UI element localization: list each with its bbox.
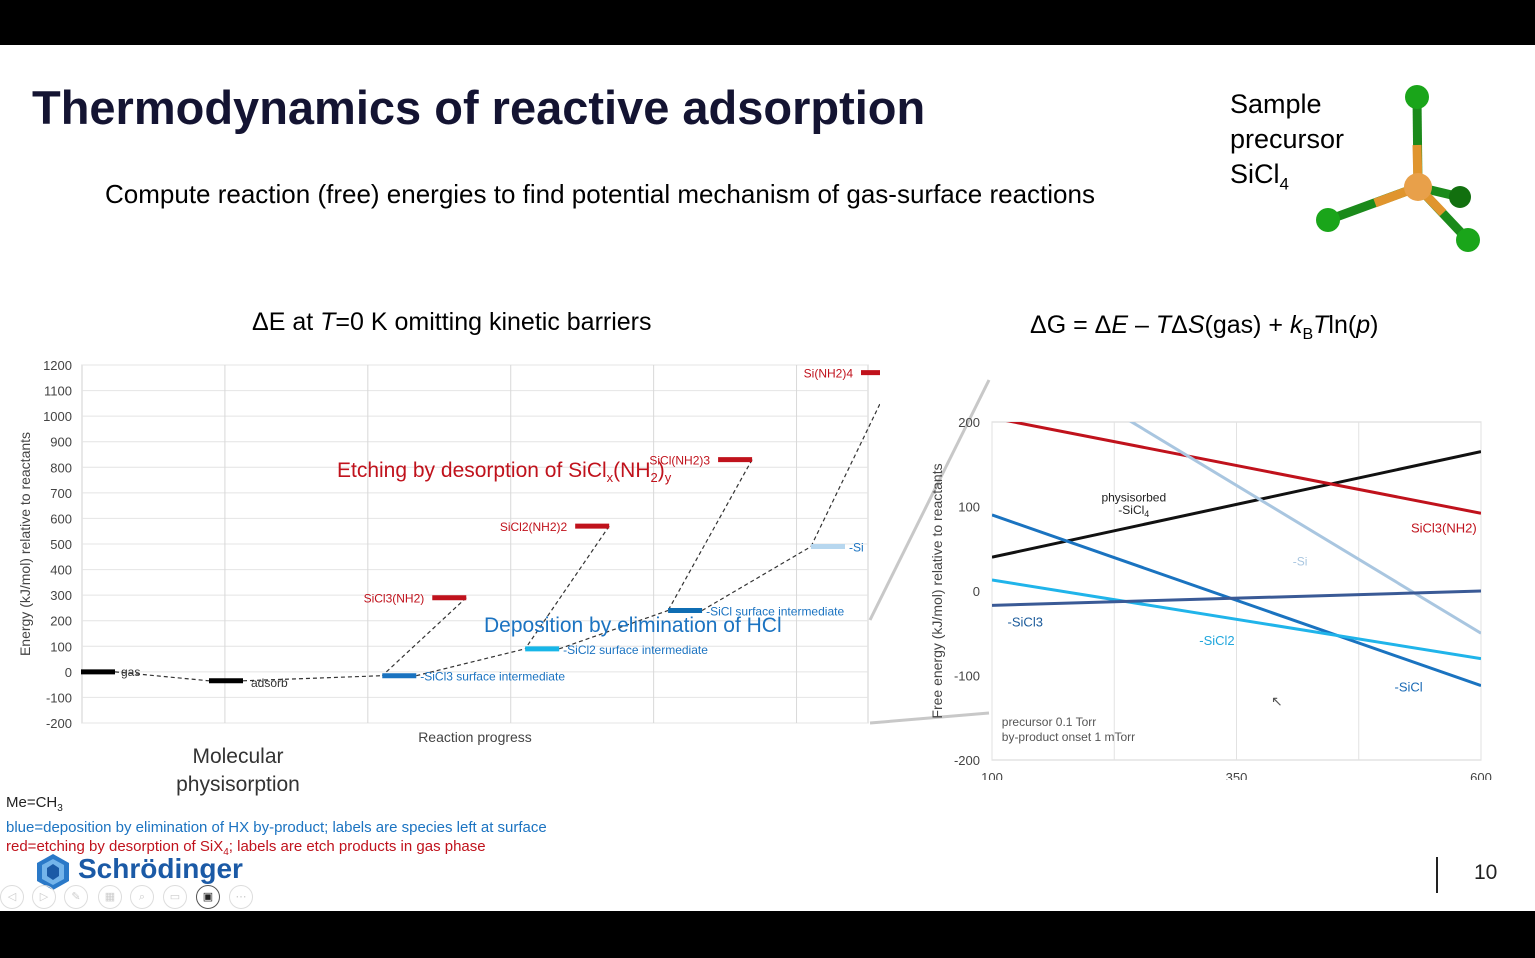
y-tick-label: -200 xyxy=(954,753,980,768)
deposition-annotation: Deposition by elimination of HCl xyxy=(484,614,782,637)
y-tick-label: 700 xyxy=(50,486,72,501)
level-label: SiCl3(NH2) xyxy=(364,592,425,606)
y-tick-label: 1100 xyxy=(44,384,72,399)
connector-line xyxy=(667,459,753,611)
sicl4-molecule-image xyxy=(1316,85,1480,252)
sample-line1: Sample xyxy=(1230,89,1322,119)
slide: Thermodynamics of reactive adsorption Co… xyxy=(0,45,1535,911)
camera-icon[interactable]: ▣ xyxy=(196,885,220,909)
level-label: SiCl(NH2)3 xyxy=(649,454,710,468)
series-line xyxy=(1128,422,1481,635)
connector-line xyxy=(381,597,467,677)
note-blue: blue=deposition by elimination of HX by-… xyxy=(6,819,547,836)
bottom-letterbox xyxy=(0,911,1535,958)
prev-icon[interactable]: ◁ xyxy=(0,885,24,909)
series-line xyxy=(992,578,1481,661)
level-label: -SiCl3 surface intermediate xyxy=(420,670,565,684)
y-tick-label: 0 xyxy=(973,584,980,599)
y-tick-label: -200 xyxy=(46,716,72,731)
connector-line xyxy=(416,648,526,677)
y-tick-label: 1000 xyxy=(43,409,72,424)
mouse-cursor-icon: ↖ xyxy=(1271,693,1283,709)
label-physisorbed-2: -SiCl4 xyxy=(1118,503,1149,519)
series-line xyxy=(992,450,1481,559)
x-tick-label: 100 xyxy=(981,770,1003,780)
series-line xyxy=(992,589,1481,607)
y-tick-label: 300 xyxy=(50,588,72,603)
connector-line xyxy=(701,546,812,612)
y-tick-label: 800 xyxy=(50,460,72,475)
pen-icon[interactable]: ✎ xyxy=(64,885,88,909)
label-sicl: -SiCl xyxy=(1395,680,1423,695)
y-tick-label: 900 xyxy=(50,435,72,450)
y-tick-label: 400 xyxy=(50,563,72,578)
x-tick-label: 350 xyxy=(1226,770,1248,780)
condition-note: precursor 0.1 Torr xyxy=(1002,715,1096,729)
y-tick-label: 200 xyxy=(958,415,980,430)
level-label: SiCl2(NH2)2 xyxy=(500,520,568,534)
y-axis-label: Free energy (kJ/mol) relative to reactan… xyxy=(929,463,945,718)
condition-note: by-product onset 1 mTorr xyxy=(1002,730,1135,744)
y-axis-label: Energy (kJ/mol) relative to reactants xyxy=(17,432,33,656)
label-si: -Si xyxy=(1293,555,1308,569)
series-line xyxy=(992,513,1481,688)
y-tick-label: 600 xyxy=(50,511,72,526)
label-sicl2: -SiCl2 xyxy=(1199,633,1234,648)
energy-level-chart: 1200110010009008007006005004003002001000… xyxy=(17,358,880,765)
label-sicl3nh2: SiCl3(NH2) xyxy=(1411,521,1477,536)
right-chart-title: ΔG = ΔE – TΔS(gas) + kBTln(p) xyxy=(1030,311,1379,343)
note-me: Me=CH3 xyxy=(6,794,63,814)
physisorption-label-2: physisorption xyxy=(176,773,300,796)
x-axis-label: Reaction progress xyxy=(418,729,532,745)
connector-line xyxy=(242,675,383,682)
top-letterbox xyxy=(0,0,1535,45)
y-tick-label: 100 xyxy=(50,639,72,654)
presentation-toolbar: ◁ ▷ ✎ ▦ ⌕ ▭ ▣ ⋯ xyxy=(0,881,260,911)
page-separator xyxy=(1436,857,1438,893)
series-line xyxy=(1005,422,1481,515)
y-tick-label: 500 xyxy=(50,537,72,552)
connector-line xyxy=(558,609,669,650)
physisorption-label-box: physisorption xyxy=(176,773,300,796)
slide-subtitle: Compute reaction (free) energies to find… xyxy=(105,179,1095,209)
y-tick-label: -100 xyxy=(954,669,980,684)
physisorption-label-1: Molecular xyxy=(192,745,283,765)
logo-icon xyxy=(37,854,69,890)
sample-line2: precursor xyxy=(1230,124,1345,154)
sample-formula: SiCl4 xyxy=(1230,159,1289,194)
next-icon[interactable]: ▷ xyxy=(32,885,56,909)
logo-text: Schrödinger xyxy=(78,853,243,884)
level-label: -SiCl2 surface intermediate xyxy=(563,643,708,657)
zoom-connector xyxy=(868,379,991,725)
page-number: 10 xyxy=(1474,861,1498,884)
note-red: red=etching by desorption of SiX4; label… xyxy=(6,838,486,858)
y-tick-label: 100 xyxy=(958,500,980,515)
label-sicl3: -SiCl3 xyxy=(1008,614,1043,629)
level-label: gas xyxy=(121,665,140,679)
slide-title: Thermodynamics of reactive adsorption xyxy=(32,81,926,134)
sample-precursor-label: Sample precursor SiCl4 xyxy=(1230,87,1344,201)
level-label: Si(NH2)4 xyxy=(804,367,854,381)
schrodinger-logo: Schrödinger xyxy=(34,851,274,895)
etching-annotation: Etching by desorption of SiClx(NH2)y xyxy=(337,459,672,485)
footnotes: Me=CH3 blue=deposition by elimination of… xyxy=(6,793,547,862)
connector-line xyxy=(114,671,210,682)
y-tick-label: 200 xyxy=(50,614,72,629)
more-icon[interactable]: ⋯ xyxy=(229,885,253,909)
grid-icon[interactable]: ▦ xyxy=(98,885,122,909)
y-tick-label: 0 xyxy=(65,665,72,680)
level-label: -Si xyxy=(849,541,864,555)
level-label: -SiCl surface intermediate xyxy=(706,604,844,618)
connector-line xyxy=(524,525,610,650)
level-label: adsorb xyxy=(251,676,288,690)
x-tick-label: 600 xyxy=(1470,770,1492,780)
label-physisorbed-1: physisorbed xyxy=(1101,490,1166,504)
left-chart-title: ΔE at T=0 K omitting kinetic barriers xyxy=(252,308,652,336)
subtitles-icon[interactable]: ▭ xyxy=(163,885,187,909)
y-tick-label: -100 xyxy=(46,690,72,705)
y-tick-label: 1200 xyxy=(43,358,72,373)
zoom-icon[interactable]: ⌕ xyxy=(130,885,154,909)
